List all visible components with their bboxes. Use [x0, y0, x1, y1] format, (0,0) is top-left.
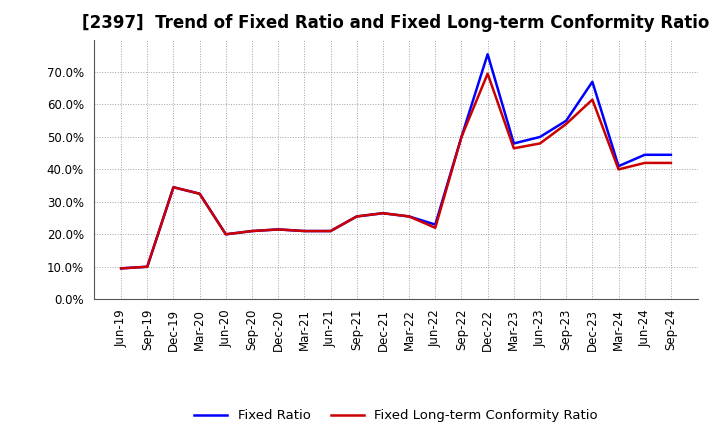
Line: Fixed Long-term Conformity Ratio: Fixed Long-term Conformity Ratio [121, 73, 671, 268]
Fixed Long-term Conformity Ratio [588, 97, 597, 102]
Fixed Ratio [248, 228, 256, 234]
Fixed Long-term Conformity Ratio [510, 146, 518, 151]
Fixed Long-term Conformity Ratio [274, 227, 282, 232]
Fixed Ratio [431, 222, 440, 227]
Fixed Long-term Conformity Ratio [222, 231, 230, 237]
Fixed Ratio [379, 211, 387, 216]
Fixed Long-term Conformity Ratio [667, 160, 675, 165]
Fixed Long-term Conformity Ratio [405, 214, 413, 219]
Fixed Long-term Conformity Ratio [169, 185, 178, 190]
Fixed Long-term Conformity Ratio [483, 71, 492, 76]
Fixed Ratio [614, 164, 623, 169]
Fixed Long-term Conformity Ratio [326, 228, 335, 234]
Fixed Long-term Conformity Ratio [640, 160, 649, 165]
Fixed Ratio [562, 118, 570, 123]
Legend: Fixed Ratio, Fixed Long-term Conformity Ratio: Fixed Ratio, Fixed Long-term Conformity … [189, 404, 603, 428]
Fixed Long-term Conformity Ratio [143, 264, 152, 269]
Fixed Long-term Conformity Ratio [536, 141, 544, 146]
Fixed Ratio [536, 134, 544, 139]
Fixed Ratio [457, 134, 466, 139]
Fixed Ratio [169, 185, 178, 190]
Fixed Ratio [510, 141, 518, 146]
Fixed Ratio [588, 79, 597, 84]
Fixed Ratio [326, 228, 335, 234]
Fixed Long-term Conformity Ratio [300, 228, 309, 234]
Fixed Ratio [222, 231, 230, 237]
Fixed Long-term Conformity Ratio [457, 134, 466, 139]
Line: Fixed Ratio: Fixed Ratio [121, 54, 671, 268]
Fixed Ratio [352, 214, 361, 219]
Fixed Long-term Conformity Ratio [195, 191, 204, 196]
Fixed Ratio [300, 228, 309, 234]
Fixed Ratio [483, 51, 492, 57]
Fixed Long-term Conformity Ratio [431, 225, 440, 231]
Fixed Ratio [143, 264, 152, 269]
Fixed Long-term Conformity Ratio [562, 121, 570, 127]
Fixed Ratio [117, 266, 125, 271]
Fixed Long-term Conformity Ratio [379, 211, 387, 216]
Title: [2397]  Trend of Fixed Ratio and Fixed Long-term Conformity Ratio: [2397] Trend of Fixed Ratio and Fixed Lo… [82, 15, 710, 33]
Fixed Long-term Conformity Ratio [248, 228, 256, 234]
Fixed Ratio [405, 214, 413, 219]
Fixed Long-term Conformity Ratio [352, 214, 361, 219]
Fixed Ratio [195, 191, 204, 196]
Fixed Ratio [274, 227, 282, 232]
Fixed Ratio [640, 152, 649, 158]
Fixed Ratio [667, 152, 675, 158]
Fixed Long-term Conformity Ratio [614, 167, 623, 172]
Fixed Long-term Conformity Ratio [117, 266, 125, 271]
